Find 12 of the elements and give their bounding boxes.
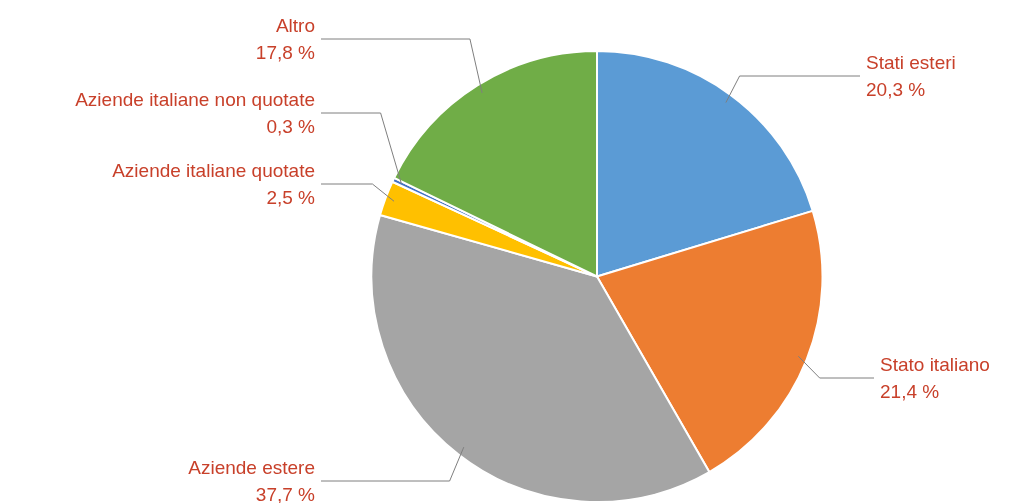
- slice-label: Stato italiano: [880, 354, 990, 376]
- data-label: 20,3 %: [866, 79, 926, 101]
- data-label: 17,8 %: [255, 42, 316, 64]
- data-label: 21,4 %: [880, 381, 940, 403]
- slice-label: Aziende italiane non quotate: [75, 89, 315, 111]
- slice-label: Aziende italiane quotate: [112, 160, 315, 182]
- data-label: 37,7 %: [255, 484, 316, 503]
- data-label: 2,5 %: [266, 187, 316, 209]
- slice-label: Stati esteri: [866, 52, 956, 74]
- slice-label: Altro: [275, 15, 315, 37]
- data-label: 0,3 %: [266, 116, 316, 138]
- slice-label: Aziende estere: [188, 457, 315, 479]
